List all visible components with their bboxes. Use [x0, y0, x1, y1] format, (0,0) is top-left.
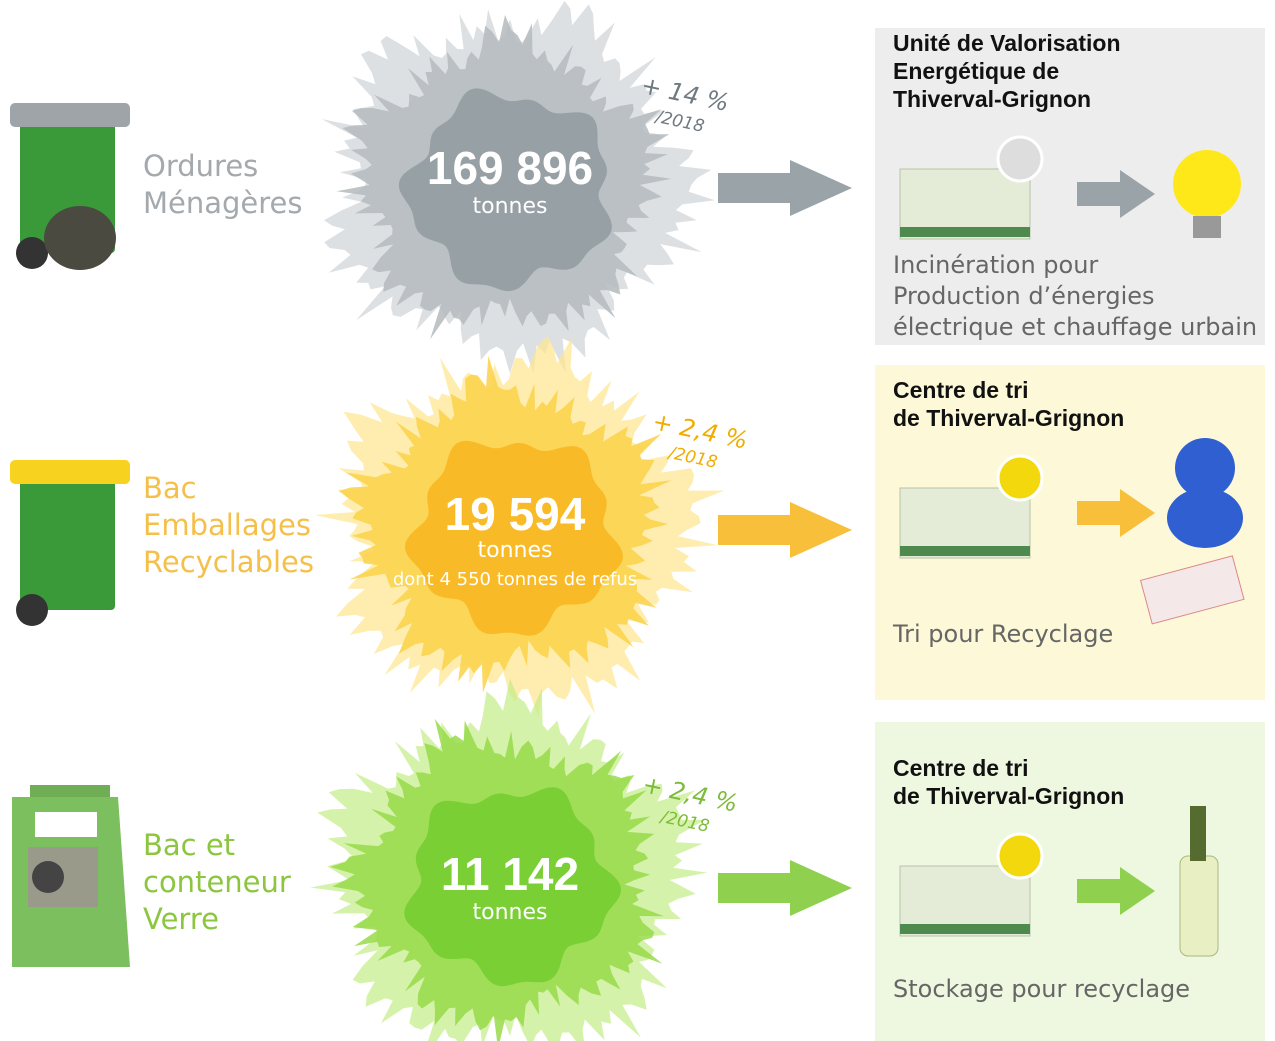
bottle [1180, 856, 1218, 956]
amount: 11 142 [441, 848, 579, 900]
bank-top [30, 785, 110, 799]
facility-title: Thiverval-Grignon [893, 86, 1091, 112]
stream-label: Bac [143, 471, 197, 505]
unit: tonnes [478, 538, 553, 563]
bin-lid [10, 103, 130, 127]
unit: tonnes [473, 900, 548, 925]
bin-wheel [16, 594, 48, 626]
bin-wheel [16, 237, 48, 269]
reference: /2018 [652, 107, 706, 137]
facility-title: de Thiverval-Grignon [893, 783, 1124, 809]
caption: Incinération pour [893, 251, 1098, 279]
amount: 169 896 [427, 142, 593, 194]
stream-label: Recyclables [143, 545, 314, 579]
page: {"rows":[ {"stream":["Ordures","Ménagère… [0, 0, 1275, 1041]
bottle-neck [1190, 806, 1206, 861]
change: + 14 % [639, 71, 732, 117]
bear-body [1167, 488, 1243, 548]
caption: Tri pour Recyclage [892, 620, 1113, 648]
stream-label: Bac et [143, 828, 235, 862]
facility-title: Centre de tri [893, 755, 1028, 781]
building-stripe [900, 924, 1030, 934]
infographic: OrduresMénagères169 896tonnes+ 14 %/2018… [0, 0, 1275, 1041]
bin-body [20, 480, 115, 610]
caption: électrique et chauffage urbain [893, 313, 1257, 341]
bag [44, 206, 116, 270]
arrow [718, 502, 852, 558]
stream-label: conteneur [143, 865, 291, 899]
amount: 19 594 [445, 488, 586, 540]
stream-label: Ménagères [143, 186, 303, 220]
facility-title: de Thiverval-Grignon [893, 405, 1124, 431]
stream-label: Emballages [143, 508, 311, 542]
process-badge [998, 137, 1042, 181]
stream-label: Verre [143, 902, 219, 936]
caption: Production d’énergies [893, 282, 1155, 310]
facility-title: Unité de Valorisation [893, 30, 1121, 56]
bulb [1173, 150, 1241, 218]
bin-lid [10, 460, 130, 484]
facility-title: Energétique de [893, 58, 1059, 84]
process-badge [998, 456, 1042, 500]
arrow [718, 860, 852, 916]
arrow [718, 160, 852, 216]
note: dont 4 550 tonnes de refus [393, 569, 637, 590]
process-badge [998, 834, 1042, 878]
change: + 2,4 % [650, 407, 750, 454]
stream-label: Ordures [143, 149, 258, 183]
unit: tonnes [473, 194, 548, 219]
bank-hole [32, 861, 64, 893]
facility-title: Centre de tri [893, 377, 1028, 403]
bank-window [35, 812, 97, 837]
building-stripe [900, 546, 1030, 556]
building-stripe [900, 227, 1030, 237]
bulb-base [1193, 216, 1221, 238]
caption: Stockage pour recyclage [893, 975, 1190, 1003]
